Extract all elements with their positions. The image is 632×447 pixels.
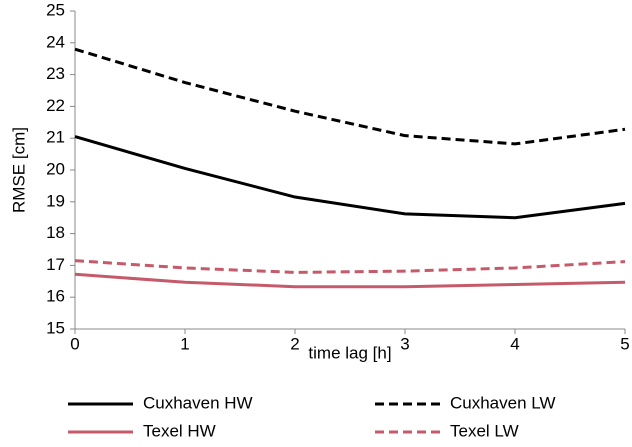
y-tick-label: 16 <box>46 287 65 306</box>
y-tick-label: 21 <box>46 128 65 147</box>
y-tick-label: 18 <box>46 223 65 242</box>
series-line <box>74 259 626 274</box>
x-tick-label: 5 <box>620 334 629 353</box>
legend-label: Cuxhaven LW <box>450 393 556 412</box>
y-tick-label: 19 <box>46 191 65 210</box>
y-tick-label: 23 <box>46 64 65 83</box>
x-tick-label: 4 <box>510 334 519 353</box>
series-line <box>74 135 626 220</box>
x-tick-label: 0 <box>70 334 79 353</box>
y-tick-label: 22 <box>46 96 65 115</box>
legend-label: Texel LW <box>450 421 519 440</box>
x-tick-label: 3 <box>400 334 409 353</box>
y-tick-label: 24 <box>46 32 65 51</box>
series-line <box>74 47 626 146</box>
legend-label: Cuxhaven HW <box>143 393 253 412</box>
legend-label: Texel HW <box>143 421 216 440</box>
x-axis-label: time lag [h] <box>308 343 391 362</box>
x-tick-label: 1 <box>180 334 189 353</box>
y-tick-label: 17 <box>46 255 65 274</box>
x-tick-label: 2 <box>290 334 299 353</box>
y-tick-label: 25 <box>46 0 65 19</box>
y-axis-label: RMSE [cm] <box>9 127 28 213</box>
y-tick-label: 15 <box>46 318 65 337</box>
series-line <box>74 272 626 289</box>
y-tick-label: 20 <box>46 159 65 178</box>
